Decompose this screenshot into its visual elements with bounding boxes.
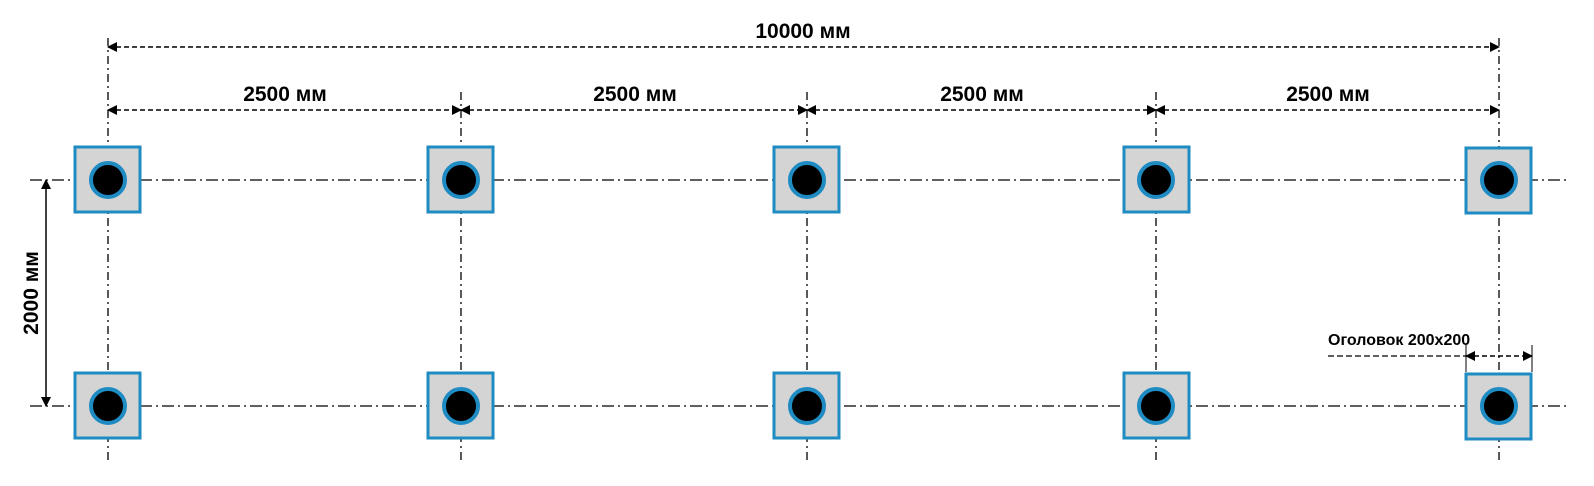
pile-icon <box>89 161 127 199</box>
pile-cap <box>1122 371 1191 440</box>
pile-icon <box>1137 387 1175 425</box>
pile-icon <box>442 161 480 199</box>
pile-cap <box>1464 372 1533 441</box>
pile-cap <box>426 371 495 440</box>
pile-cap <box>772 371 841 440</box>
pile-icon <box>788 387 826 425</box>
pile-cap <box>73 145 142 214</box>
horizontal-axes <box>30 179 1566 407</box>
span-2-label: 2500 мм <box>593 83 677 106</box>
cap-label: Оголовок 200х200 <box>1328 332 1470 349</box>
pile-icon <box>1137 161 1175 199</box>
pile-cap <box>1464 146 1533 215</box>
total-dimension-label: 10000 мм <box>755 20 850 43</box>
pile-icon <box>788 161 826 199</box>
pile-cap <box>1122 145 1191 214</box>
pile-icon <box>442 387 480 425</box>
pile-cap <box>73 371 142 440</box>
pile-icon <box>1480 161 1518 199</box>
pile-icon <box>1480 387 1518 425</box>
pile-icon <box>89 387 127 425</box>
pile-cap <box>772 145 841 214</box>
pile-row-bottom <box>73 371 1533 441</box>
row-spacing-label: 2000 мм <box>20 251 43 335</box>
span-1-label: 2500 мм <box>243 83 327 106</box>
span-4-label: 2500 мм <box>1286 83 1370 106</box>
pile-cap <box>426 145 495 214</box>
pile-row-top <box>73 145 1533 215</box>
span-3-label: 2500 мм <box>940 83 1024 106</box>
